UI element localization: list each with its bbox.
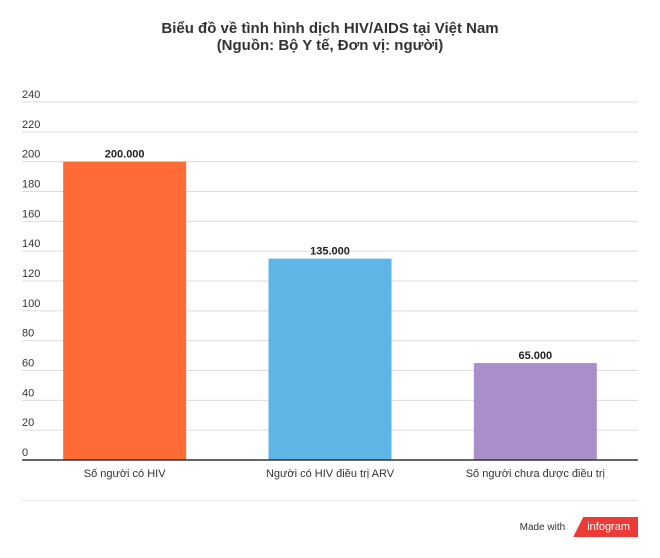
bar [268,258,392,460]
data-label: 200.000 [105,149,145,161]
bar [63,161,187,460]
y-tick-label: 200 [22,149,40,161]
y-tick-label: 40 [22,387,34,399]
x-tick-label: Số người có HIV [84,468,166,480]
bar [473,363,597,460]
y-tick-label: 140 [22,238,40,250]
data-label: 65.000 [519,350,553,362]
chart-title: Biểu đồ về tình hình dịch HIV/AIDS tại V… [161,20,499,37]
x-tick-label: Số người chưa được điều trị [466,468,605,480]
footer: Made with infogram [520,516,638,538]
y-tick-label: 100 [22,298,40,310]
footer-divider [22,500,638,501]
data-label: 135.000 [310,246,350,258]
y-tick-label: 220 [22,119,40,131]
x-tick-label: Người có HIV điều trị ARV [266,468,395,480]
chart-title-block: Biểu đồ về tình hình dịch HIV/AIDS tại V… [0,20,660,54]
y-tick-label: 80 [22,328,34,340]
y-tick-label: 0 [22,447,28,459]
y-tick-label: 20 [22,417,34,429]
y-tick-label: 160 [22,208,40,220]
y-tick-label: 120 [22,268,40,280]
y-tick-label: 240 [22,89,40,101]
infogram-logo[interactable]: infogram [573,517,638,537]
made-with-text: Made with [519,521,566,533]
y-tick-label: 60 [22,358,34,370]
y-tick-label: 180 [22,179,40,191]
bar-chart: 0 20 40 60 80 100 120 140 160 180 200 220 240 200.000… [22,89,638,480]
chart-subtitle: (Nguồn: Bộ Y tế, Đơn vị: người) [216,37,444,54]
